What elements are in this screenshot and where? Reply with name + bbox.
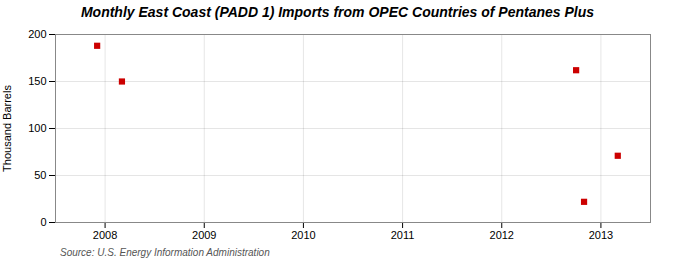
svg-text:2010: 2010 <box>291 229 315 241</box>
svg-text:2013: 2013 <box>589 229 613 241</box>
svg-text:2012: 2012 <box>490 229 514 241</box>
svg-text:2008: 2008 <box>93 229 117 241</box>
svg-text:2009: 2009 <box>192 229 216 241</box>
svg-text:Thousand Barrels: Thousand Barrels <box>1 85 13 172</box>
html-text:Source: U.S. Energy Informatio: Source: U.S. Energy Information Administ… <box>60 247 270 258</box>
svg-text:200: 200 <box>28 28 46 40</box>
html-text:Monthly East Coast (PADD 1) Im: Monthly East Coast (PADD 1) Imports from… <box>80 4 595 20</box>
svg-text:50: 50 <box>34 169 46 181</box>
svg-text:0: 0 <box>40 216 46 228</box>
svg-text:2011: 2011 <box>391 229 415 241</box>
svg-text:150: 150 <box>28 75 46 87</box>
svg-text:100: 100 <box>28 122 46 134</box>
